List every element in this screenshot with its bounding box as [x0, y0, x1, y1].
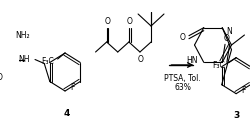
- Text: O: O: [224, 34, 230, 43]
- Text: O: O: [105, 17, 110, 26]
- Text: F₃C: F₃C: [41, 56, 54, 66]
- Text: NH: NH: [18, 55, 30, 64]
- Text: F₃C: F₃C: [212, 61, 225, 70]
- Text: 3: 3: [233, 112, 239, 121]
- Text: NH₂: NH₂: [16, 31, 30, 40]
- Text: 63%: 63%: [174, 83, 191, 92]
- Text: O: O: [138, 55, 144, 64]
- Text: N: N: [226, 27, 232, 36]
- Text: O: O: [127, 17, 133, 26]
- Text: F: F: [242, 86, 246, 95]
- Text: O: O: [180, 33, 185, 42]
- Text: 4: 4: [64, 108, 70, 117]
- Text: PTSA, Tol.: PTSA, Tol.: [164, 74, 201, 83]
- Text: HN: HN: [187, 56, 198, 65]
- Text: F: F: [70, 84, 75, 92]
- Text: O: O: [0, 73, 3, 82]
